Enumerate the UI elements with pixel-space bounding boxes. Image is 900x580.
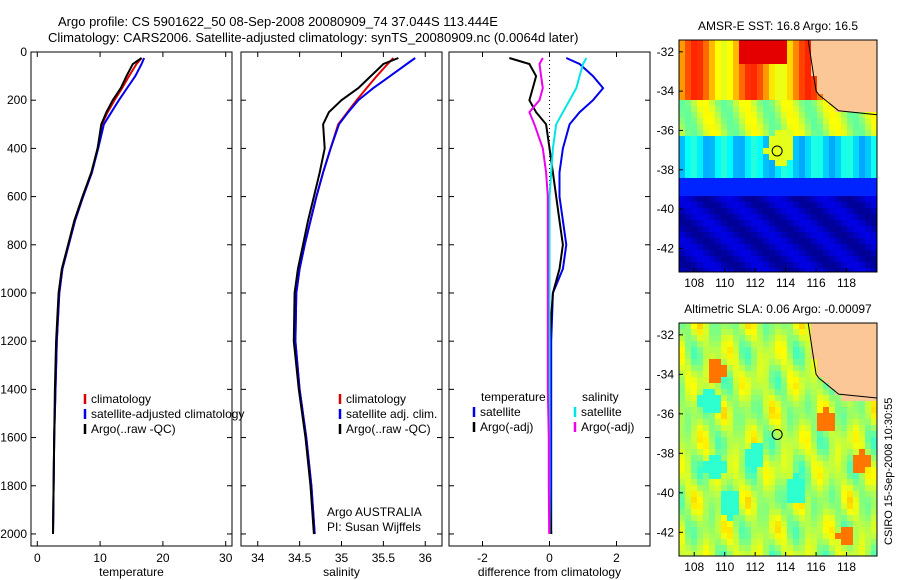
series-line-salinity-satellite	[548, 57, 588, 534]
series-line-temperature-satellite	[550, 57, 605, 534]
map-2-xtick-label: 112	[746, 560, 765, 574]
map-1-coastline	[807, 39, 878, 116]
map-2-argo-marker	[771, 428, 783, 440]
legend-temperature-2: Argo(..raw -QC)	[91, 422, 176, 436]
map-2-field	[679, 323, 877, 556]
panel-1-ytick-label: 1000	[0, 286, 27, 300]
legend-diff-salinity-argo: Argo(-adj)	[581, 420, 634, 434]
map-2-xtick-label: 118	[837, 560, 856, 574]
series-line-argo-raw-qc	[52, 57, 143, 535]
map-2-xtick-label: 116	[807, 560, 826, 574]
panel-1-ytick-label: 2000	[0, 527, 27, 541]
annotation-pi-name: PI: Susan Wijffels	[327, 520, 421, 534]
figure-title-line2: Climatology: CARS2006. Satellite-adjuste…	[48, 30, 579, 45]
map-2-title: Altimetric SLA: 0.06 Argo: -0.00097	[684, 302, 872, 316]
panel-1-xtick-label: 0	[34, 551, 41, 565]
panel-1-frame	[30, 51, 233, 547]
map-2-ytick-label: -42	[657, 525, 675, 539]
panel-1-ytick-label: 1600	[0, 431, 27, 445]
panel-1-ytick-label: 1200	[0, 334, 27, 348]
panel-1-ytick-label: 0	[20, 45, 27, 59]
panel-2-xtick-label: 36	[419, 551, 433, 565]
panel-1-ytick-label: 600	[7, 190, 27, 204]
legend-diff-temperature-satellite: satellite	[480, 405, 521, 419]
panel-1-xtick-label: 10	[93, 551, 107, 565]
figure-title-line1: Argo profile: CS 5901622_50 08-Sep-2008 …	[58, 14, 498, 29]
map-2-ytick-label: -34	[657, 367, 675, 381]
series-line-salinity-argo-adj	[528, 57, 551, 535]
panel-1-ytick-label: 1400	[0, 382, 27, 396]
map-1-ytick-label: -34	[657, 84, 675, 98]
panel-2-xtick-label: 34.5	[288, 551, 312, 565]
map-1-ytick-label: -36	[657, 123, 675, 137]
panel-1-xtick-label: 20	[156, 551, 170, 565]
panel-2-xtick-label: 35.5	[372, 551, 396, 565]
map-1-ytick-label: -40	[657, 202, 675, 216]
legend-diff-salinity-satellite: satellite	[581, 405, 622, 419]
map-1-xtick-label: 110	[715, 276, 734, 290]
legend-salinity-0: climatology	[346, 392, 406, 406]
map-1-xtick-label: 112	[746, 276, 765, 290]
map-1-ytick-label: -38	[657, 163, 675, 177]
map-2-xtick-label: 114	[776, 560, 795, 574]
panel-2-xtick-label: 35	[335, 551, 349, 565]
map-2-ytick-label: -36	[657, 407, 675, 421]
map-2-ytick-label: -38	[657, 446, 675, 460]
series-line-argo-raw-qc	[292, 57, 399, 535]
map-2-frame	[678, 322, 878, 557]
panel-3-xtick-label: 2	[613, 551, 620, 565]
legend-diff-temperature-argo: Argo(-adj)	[480, 420, 533, 434]
map-2-xtick-label: 108	[684, 560, 704, 574]
map-1-xtick-label: 114	[776, 276, 795, 290]
legend-temperature-1: satellite-adjusted climatology	[91, 407, 244, 421]
map-2-ytick-label: -40	[657, 486, 675, 500]
panel-1-ytick-label: 800	[7, 238, 27, 252]
panel-3-xlabel: difference from climatology	[478, 565, 621, 579]
map-1-title: AMSR-E SST: 16.8 Argo: 16.5	[698, 19, 858, 33]
map-2-coastline	[807, 322, 878, 399]
legend-diff-temperature-heading: temperature	[481, 390, 546, 404]
legend-temperature-0: climatology	[91, 392, 151, 406]
panel-1-ytick-label: 400	[7, 141, 27, 155]
panel-3-xtick-label: 0	[546, 551, 553, 565]
map-1-ytick-label: -32	[657, 45, 675, 59]
panel-3-xtick-label: -2	[477, 551, 488, 565]
legend-salinity-1: satellite adj. clim.	[346, 407, 437, 421]
map-1-field	[679, 40, 877, 272]
panel-1-xlabel: temperature	[99, 565, 164, 579]
map-1-argo-marker	[771, 145, 783, 157]
panel-1-ytick-label: 1800	[0, 479, 27, 493]
annotation-argo-australia: Argo AUSTRALIA	[327, 505, 422, 519]
panel-2-xlabel: salinity	[323, 565, 360, 579]
map-1-frame	[678, 39, 878, 273]
map-1-xtick-label: 116	[807, 276, 826, 290]
map-2-xtick-label: 110	[715, 560, 734, 574]
panel-1-ytick-label: 200	[7, 93, 27, 107]
legend-diff-salinity-heading: salinity	[582, 390, 619, 404]
panel-2-xtick-label: 34	[251, 551, 265, 565]
map-1-xtick-label: 118	[837, 276, 856, 290]
panel-1-xtick-label: 30	[219, 551, 233, 565]
legend-salinity-2: Argo(..raw -QC)	[346, 422, 431, 436]
map-2-ytick-label: -32	[657, 328, 675, 342]
map-1-xtick-label: 108	[684, 276, 704, 290]
panel-2-frame	[240, 51, 443, 547]
map-1-ytick-label: -42	[657, 241, 675, 255]
